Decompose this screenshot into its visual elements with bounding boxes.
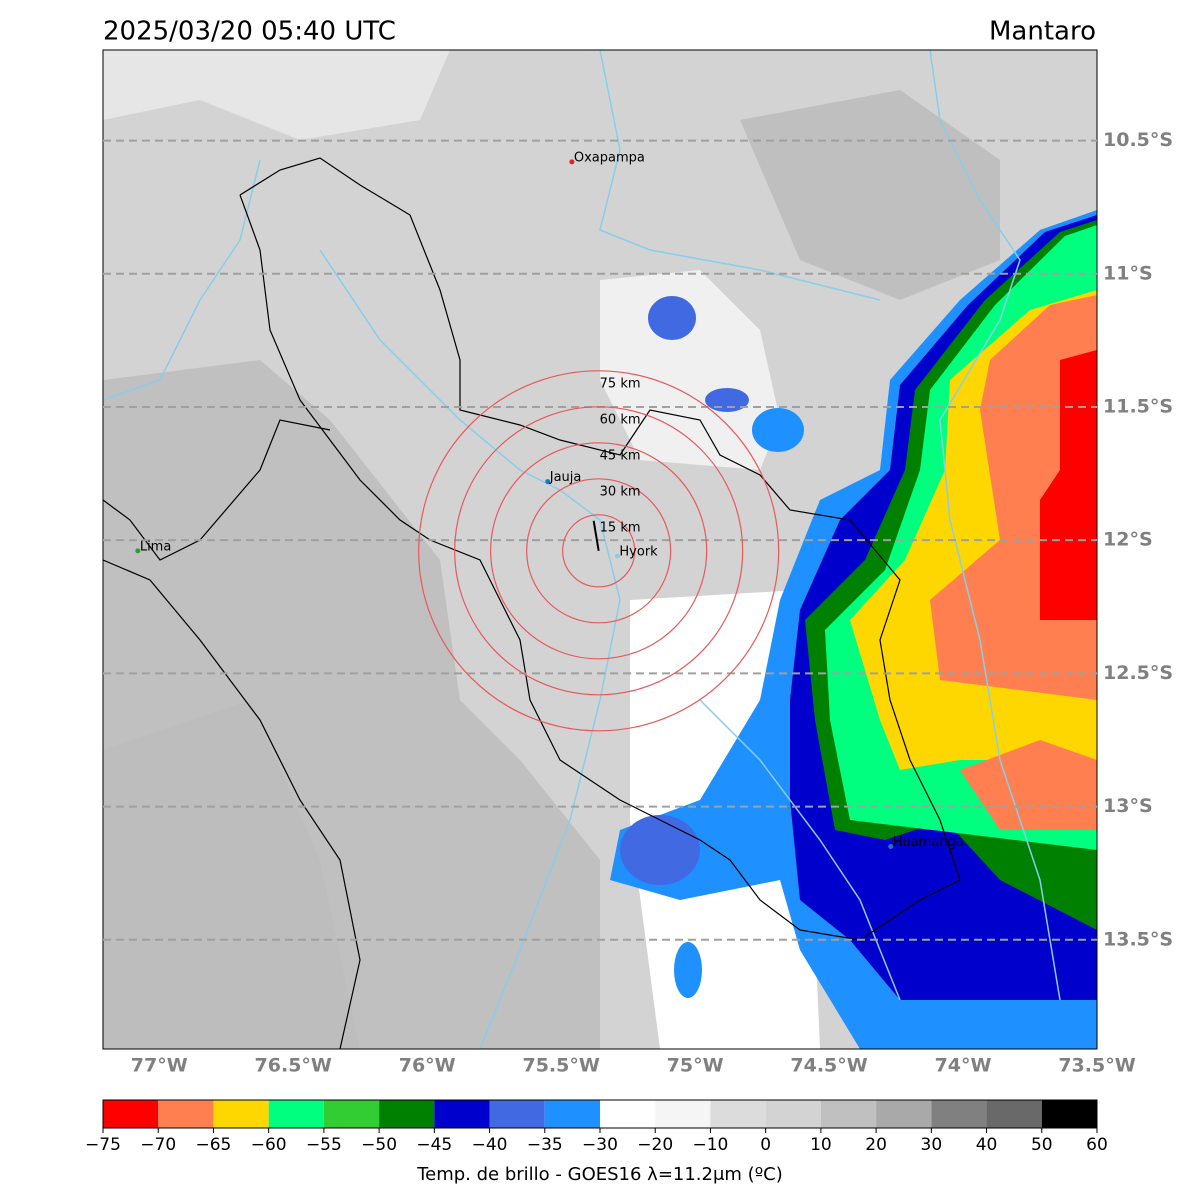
river	[319, 249, 621, 1049]
colorbar-segment	[323, 1100, 380, 1128]
latitude-label: 12°S	[1103, 529, 1153, 551]
city-label: Hyork	[619, 545, 658, 560]
colorbar-tick-label: −30	[582, 1135, 618, 1155]
city-label: Oxapampa	[574, 150, 645, 165]
colorbar-segment	[268, 1100, 324, 1128]
colorbar-tick-label: −60	[251, 1135, 287, 1155]
colorbar-tick-label: −35	[527, 1135, 563, 1155]
convective-cell	[620, 815, 700, 885]
latitude-label: 11.5°S	[1103, 395, 1173, 417]
city-marker	[569, 159, 575, 165]
colorbar-tick-label: 40	[976, 1135, 998, 1155]
range-ring	[418, 370, 780, 732]
longitude-label: 74.5°W	[790, 1055, 867, 1077]
colorbar-tick-label: 30	[921, 1135, 943, 1155]
warm-surface	[740, 90, 1000, 300]
colorbar-segment	[600, 1100, 656, 1128]
city-marker	[888, 844, 894, 850]
longitude-label: 77°W	[131, 1055, 188, 1077]
colorbar-tick-label: 50	[1031, 1135, 1053, 1155]
river	[599, 50, 881, 301]
longitude-label: 73.5°W	[1058, 1055, 1135, 1077]
colorbar-tick-label: −10	[692, 1135, 728, 1155]
convective-cell	[674, 942, 702, 998]
city-label: Lima	[140, 539, 171, 554]
latitude-label: 12.5°S	[1103, 662, 1173, 684]
longitude-label: 75.5°W	[522, 1055, 599, 1077]
colorbar-tick-label: −20	[637, 1135, 673, 1155]
colorbar-tick-label: 20	[865, 1135, 887, 1155]
river	[929, 50, 1061, 1001]
city-label: Jauja	[549, 470, 582, 485]
range-ring	[490, 442, 708, 660]
city-marker	[135, 548, 141, 554]
colorbar-segment	[986, 1100, 1042, 1128]
colorbar-tick-label: −45	[416, 1135, 452, 1155]
range-label: 75 km	[600, 376, 641, 391]
longitude-label: 76.5°W	[255, 1055, 332, 1077]
colorbar-segment	[213, 1100, 269, 1128]
city-label: Huamanga	[893, 835, 964, 850]
longitude-label: 74°W	[935, 1055, 992, 1077]
title: 2025/03/20 05:40 UTC	[103, 17, 396, 47]
range-label: 30 km	[600, 484, 641, 499]
longitude-label: 75°W	[667, 1055, 724, 1077]
range-ring	[562, 514, 636, 588]
river	[699, 699, 901, 1001]
region-name: Mantaro	[989, 17, 1096, 47]
range-ring	[526, 478, 672, 624]
latitude-label: 13°S	[1103, 795, 1153, 817]
colorbar-segment	[158, 1100, 214, 1128]
city-marker	[614, 553, 620, 559]
colorbar-segment	[544, 1100, 600, 1128]
range-ring	[454, 406, 744, 696]
colorbar-segment	[655, 1100, 711, 1128]
colorbar-segment	[1041, 1100, 1097, 1128]
colorbar-segment	[489, 1100, 545, 1128]
convective-cloud	[1040, 350, 1097, 620]
colorbar-tick-label: −65	[195, 1135, 231, 1155]
colorbar-label: Temp. de brillo - GOES16 λ=11.2μm (ºC)	[416, 1164, 783, 1185]
latitude-label: 10.5°S	[1103, 129, 1173, 151]
site-marker	[592, 520, 600, 551]
colorbar-tick-label: −50	[361, 1135, 397, 1155]
city-marker	[545, 479, 551, 485]
satellite-image	[103, 50, 1097, 1049]
colorbar-segment	[876, 1100, 932, 1128]
colorbar-segment	[379, 1100, 435, 1128]
warm-surface	[103, 700, 360, 1049]
colorbar-segment	[765, 1100, 821, 1128]
coastline	[103, 559, 361, 1049]
latitude-label: 11°S	[1103, 262, 1153, 284]
colorbar-tick-label: −55	[306, 1135, 342, 1155]
cold-cloud	[103, 50, 450, 140]
rivers	[103, 50, 1061, 1049]
colorbar-segment	[820, 1100, 877, 1128]
convective-cell	[648, 296, 696, 340]
colorbar-tick-label: 60	[1086, 1135, 1108, 1155]
range-label: 60 km	[600, 412, 641, 427]
colorbar-segment	[103, 1100, 159, 1128]
latitude-label: 13.5°S	[1103, 928, 1173, 950]
range-label: 15 km	[600, 520, 641, 535]
colorbar-tick-label: 10	[810, 1135, 832, 1155]
map-frame	[102, 49, 1098, 1050]
colorbar-tick-label: −70	[140, 1135, 176, 1155]
range-label: 45 km	[600, 448, 641, 463]
colorbar-segment	[710, 1100, 766, 1128]
cold-cloud	[600, 270, 780, 470]
colorbar-tick-label: −40	[472, 1135, 508, 1155]
longitude-label: 76°W	[399, 1055, 456, 1077]
colorbar-tick-label: 0	[760, 1135, 771, 1155]
colorbar-segment	[434, 1100, 490, 1128]
convective-cell	[705, 388, 749, 412]
convective-cell	[752, 408, 804, 452]
colorbar-tick-label: −75	[85, 1135, 121, 1155]
colorbar-segment	[931, 1100, 987, 1128]
